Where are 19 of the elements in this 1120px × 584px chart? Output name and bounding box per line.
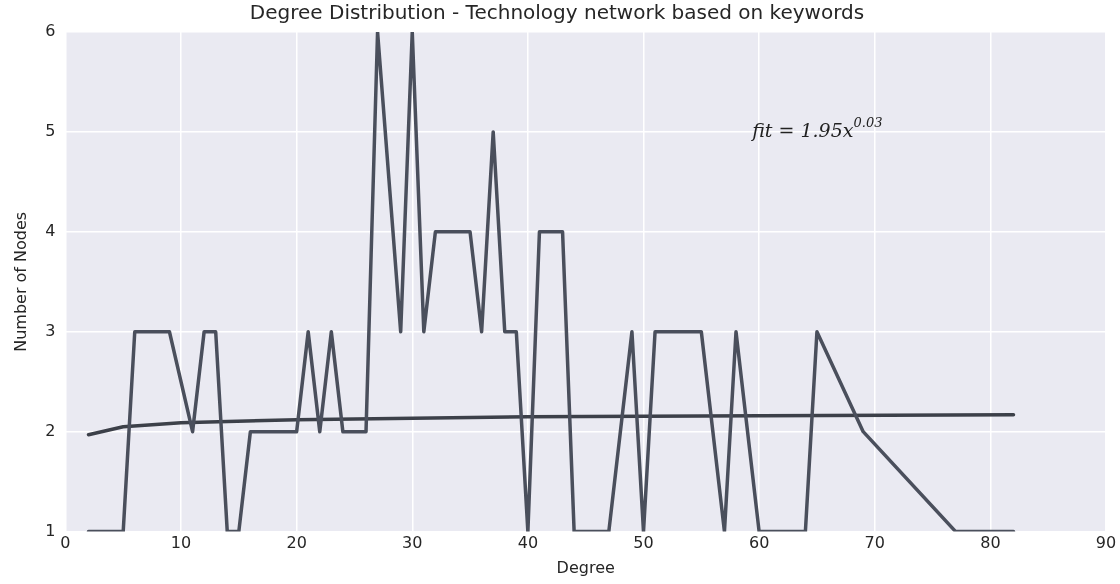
y-tick-label: 3	[45, 320, 56, 340]
x-tick-label: 90	[1095, 533, 1117, 553]
x-tick-label: 40	[517, 533, 539, 553]
x-tick-label: 70	[864, 533, 885, 553]
x-tick-label: 80	[980, 533, 1001, 553]
y-tick-label: 6	[45, 21, 56, 41]
x-tick-label: 20	[286, 533, 307, 553]
y-tick-label: 1	[45, 520, 56, 540]
y-tick-label: 5	[45, 121, 56, 141]
x-tick-label: 10	[170, 533, 192, 553]
x-tick-label: 60	[748, 533, 770, 553]
y-tick-label: 4	[45, 221, 56, 240]
y-axis-title: Number of Nodes	[10, 211, 30, 352]
x-tick-label: 30	[402, 533, 423, 553]
x-axis-title: Degree	[556, 557, 615, 577]
y-tick-label: 2	[45, 420, 56, 440]
x-tick-label: 0	[60, 533, 71, 553]
x-tick-label: 50	[633, 533, 654, 553]
chart-title: Degree Distribution - Technology network based on keywords	[249, 0, 865, 25]
